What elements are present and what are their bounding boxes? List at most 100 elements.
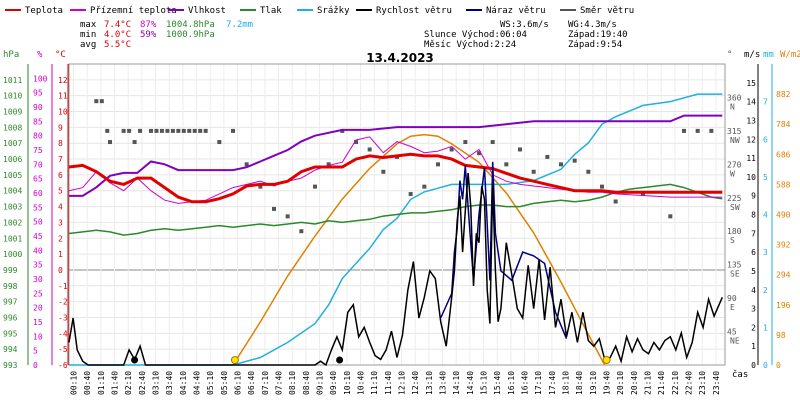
wind-direction-point bbox=[187, 128, 192, 133]
grid bbox=[68, 63, 726, 366]
dir-tick-label: 180 bbox=[727, 227, 742, 236]
x-tick-label: 19:40 bbox=[603, 371, 612, 395]
axis-ms-label: m/s bbox=[744, 50, 760, 60]
hpa-tick-label: 997 bbox=[3, 298, 18, 307]
rad-tick-label: 294 bbox=[776, 271, 791, 280]
axis-mm-label: mm bbox=[763, 50, 774, 60]
x-tick-label: 22:10 bbox=[671, 371, 680, 395]
x-tick-label: 19:10 bbox=[589, 371, 598, 395]
x-tick-label: 10:10 bbox=[343, 371, 352, 395]
x-tick-label: 09:40 bbox=[329, 371, 338, 395]
hpa-tick-label: 1011 bbox=[3, 76, 22, 85]
x-tick-label: 11:10 bbox=[370, 371, 379, 395]
pct-tick-label: 50 bbox=[33, 218, 43, 227]
wind-direction-point bbox=[192, 128, 197, 133]
stats-max-temp: 7.4°C bbox=[104, 20, 131, 30]
wind-direction-point bbox=[149, 128, 153, 133]
sun-marker bbox=[230, 356, 239, 364]
pct-tick-label: 30 bbox=[33, 275, 43, 284]
stats-max-label: max bbox=[80, 20, 97, 30]
wind-direction-point bbox=[408, 192, 413, 197]
hpa-tick-label: 1006 bbox=[3, 155, 22, 164]
stats-max-hum: 87% bbox=[140, 20, 157, 30]
hpa-tick-label: 1002 bbox=[3, 218, 22, 227]
dir-tick-label: 225 bbox=[727, 194, 742, 203]
dir-tick-label: 45 bbox=[727, 328, 737, 337]
dir-tick-compass: NW bbox=[730, 136, 740, 145]
stats-avg-label: avg bbox=[80, 40, 96, 50]
wind-direction-point bbox=[682, 128, 686, 133]
temp-tick-label: -3 bbox=[58, 313, 68, 322]
ms-tick-label: 0 bbox=[751, 361, 756, 370]
hpa-tick-label: 1003 bbox=[3, 203, 22, 212]
wind-direction-point bbox=[203, 128, 208, 133]
dir-tick-compass: SW bbox=[730, 203, 740, 212]
temp-tick-label: 1 bbox=[58, 250, 63, 259]
wind-gust-line bbox=[440, 161, 568, 339]
rad-tick-label: 196 bbox=[776, 301, 791, 310]
ms-tick-label: 1 bbox=[751, 342, 756, 351]
temp-tick-label: 4 bbox=[58, 203, 63, 212]
dir-tick-compass: E bbox=[730, 303, 735, 312]
astro-info: WS:3.6m/s WG:4.3m/s Slunce Východ:06:04 … bbox=[424, 20, 628, 50]
x-tick-label: 04:40 bbox=[193, 371, 202, 395]
pct-tick-label: 10 bbox=[33, 332, 43, 341]
legend-label: Srážky bbox=[317, 6, 350, 16]
pct-tick-label: 60 bbox=[33, 189, 43, 198]
temp-tick-label: -5 bbox=[58, 345, 68, 354]
pct-tick-label: 55 bbox=[33, 203, 43, 212]
wind-direction-point bbox=[231, 128, 235, 133]
stats-min-press: 1000.9hPa bbox=[166, 30, 215, 40]
wind-direction-point bbox=[518, 147, 522, 152]
hpa-tick-label: 1009 bbox=[3, 108, 22, 117]
axis-pct-label: % bbox=[37, 50, 43, 60]
x-tick-label: 20:40 bbox=[630, 371, 639, 395]
pct-tick-label: 80 bbox=[33, 132, 43, 141]
wind-direction-point bbox=[600, 184, 604, 189]
pct-tick-label: 70 bbox=[33, 160, 43, 169]
temperature-line bbox=[68, 152, 723, 204]
rad-tick-label: 882 bbox=[776, 90, 791, 99]
ms-tick-label: 10 bbox=[746, 173, 756, 182]
wind-direction-point bbox=[381, 169, 386, 174]
x-tick-label: 23:10 bbox=[698, 371, 707, 395]
ms-tick-label: 14 bbox=[746, 98, 756, 107]
x-tick-label: 06:40 bbox=[247, 371, 256, 395]
temp-tick-label: -1 bbox=[58, 282, 68, 291]
dir-tick-compass: NE bbox=[730, 337, 740, 346]
axes: 00:10 00:40 01:10 01:40 02:10 02:40 03:10 03:40… bbox=[3, 64, 791, 395]
pct-tick-label: 25 bbox=[33, 289, 43, 298]
legend-label: Vlhkost bbox=[188, 6, 226, 16]
wind-direction-point bbox=[436, 162, 440, 167]
x-tick-label: 22:40 bbox=[685, 371, 694, 395]
wind-direction-point bbox=[613, 199, 618, 204]
plot-border bbox=[68, 63, 726, 366]
moon-marker bbox=[336, 356, 344, 364]
wind-direction-point bbox=[99, 99, 104, 104]
mm-tick-label: 0 bbox=[763, 361, 768, 370]
temp-tick-label: 5 bbox=[58, 187, 63, 196]
wind-direction-point bbox=[244, 162, 249, 167]
hpa-tick-label: 995 bbox=[3, 329, 18, 338]
wind-direction-point bbox=[531, 169, 536, 174]
pct-tick-label: 35 bbox=[33, 261, 43, 270]
wind-direction-point bbox=[108, 140, 112, 145]
mm-tick-label: 3 bbox=[763, 248, 768, 257]
wind-direction-point bbox=[463, 140, 468, 145]
x-tick-label: 23:40 bbox=[712, 371, 721, 395]
dir-tick-compass: S bbox=[730, 236, 735, 245]
wind-speed-info: WS:3.6m/s bbox=[500, 20, 549, 30]
sun-rise-info: Slunce Východ:06:04 bbox=[424, 30, 527, 40]
temp-tick-label: 0 bbox=[58, 266, 63, 275]
ms-tick-label: 2 bbox=[751, 323, 756, 332]
stats-max-press: 1004.8hPa bbox=[166, 20, 215, 30]
wind-direction-point bbox=[586, 169, 591, 174]
axis-hpa-label: hPa bbox=[3, 50, 19, 60]
ms-tick-label: 8 bbox=[751, 211, 756, 220]
x-tick-label: 15:10 bbox=[480, 371, 489, 395]
pct-tick-label: 75 bbox=[33, 146, 43, 155]
ms-tick-label: 6 bbox=[751, 248, 756, 257]
sun-marker bbox=[602, 356, 611, 364]
stats-min-hum: 59% bbox=[140, 30, 157, 40]
